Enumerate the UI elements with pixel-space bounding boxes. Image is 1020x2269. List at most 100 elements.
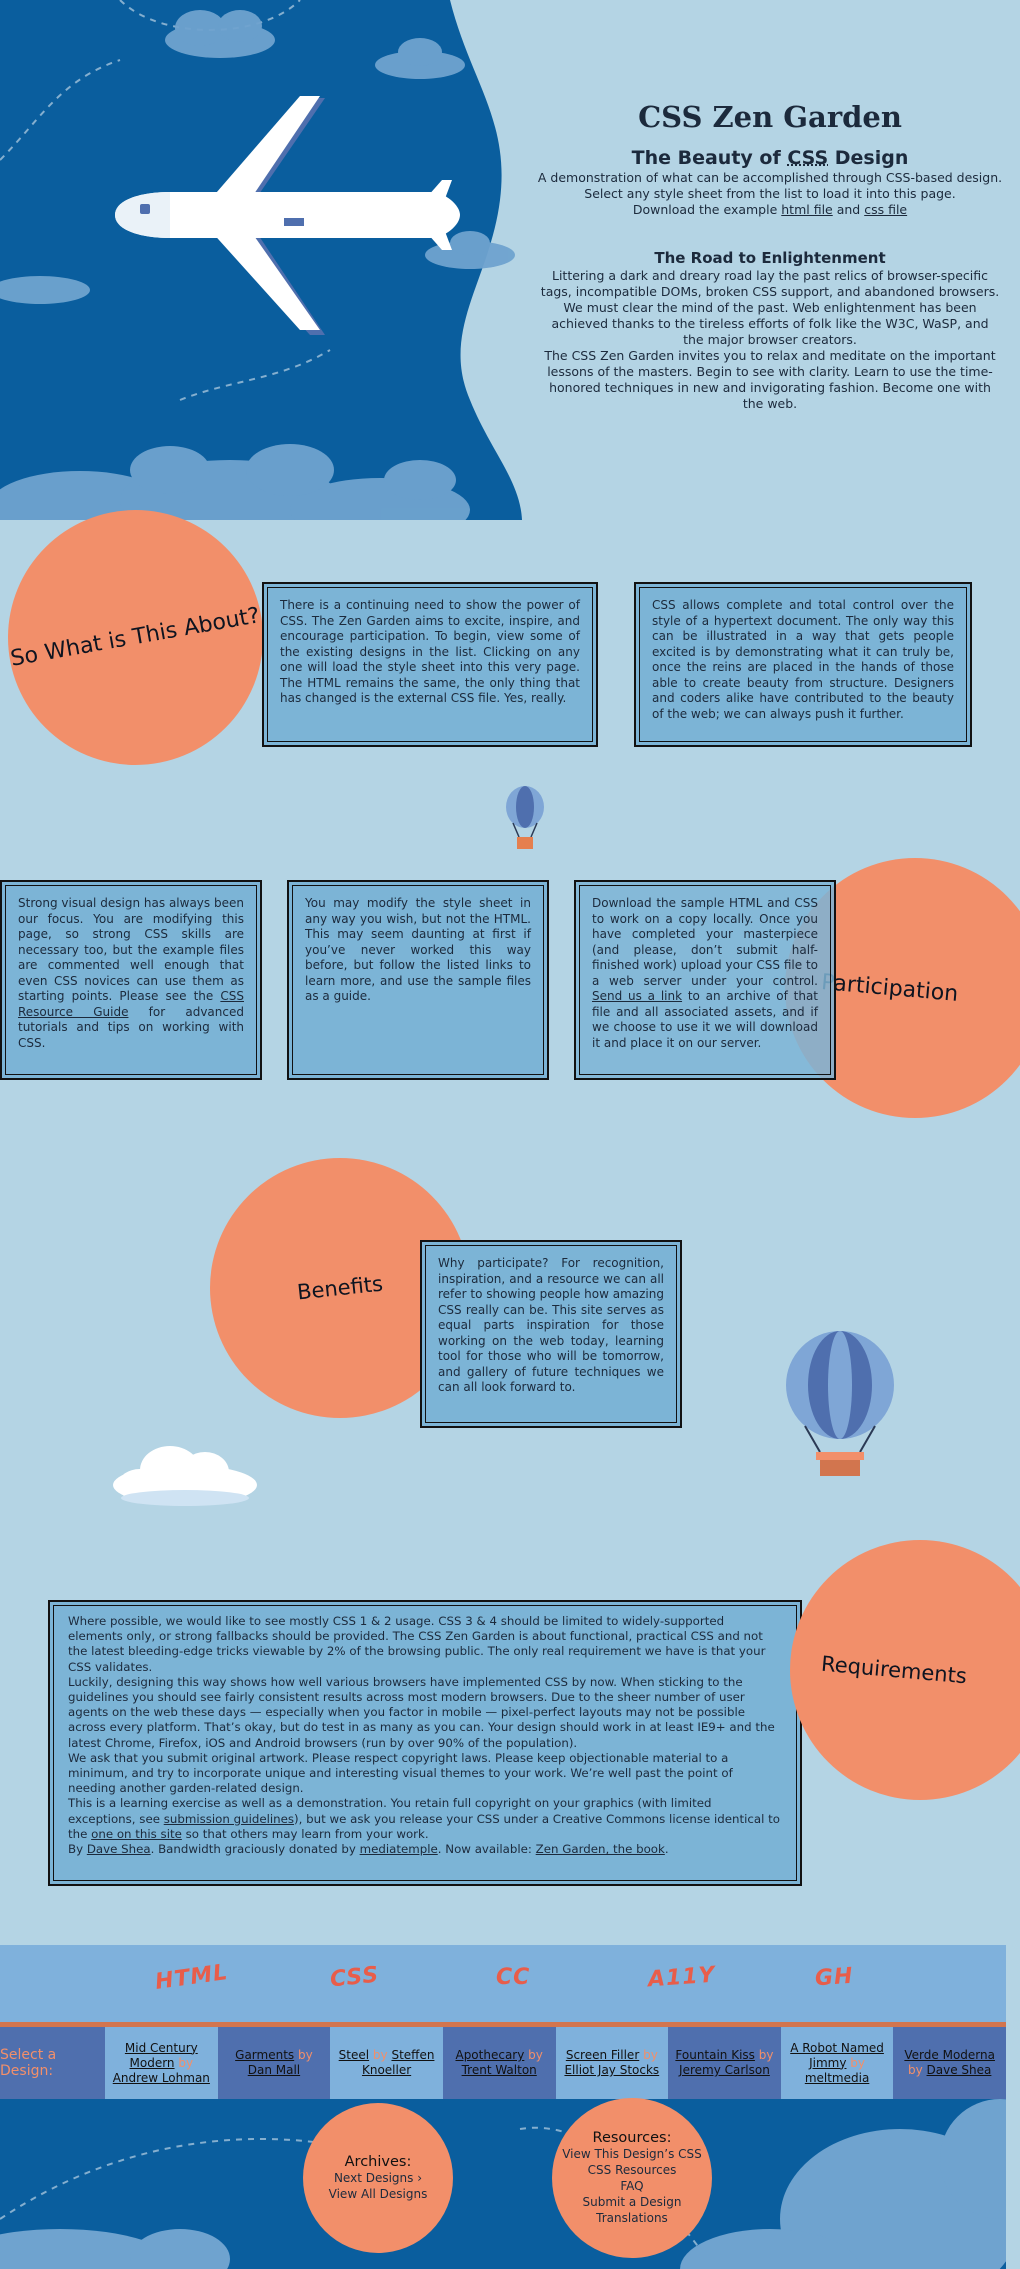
tagline-text: The Beauty of [631, 147, 788, 169]
view-all-designs-link[interactable]: View All Designs [328, 2187, 428, 2201]
design-item[interactable]: Fountain Kiss by Jeremy Carlson [668, 2027, 781, 2099]
design-by: by [298, 2048, 313, 2062]
resources-title: Resources: [592, 2130, 672, 2146]
footer-scene [0, 2099, 1006, 2269]
design-author-link[interactable]: Steffen Knoeller [361, 2048, 435, 2077]
airplane-scene [0, 0, 522, 520]
view-css-link[interactable]: View This Design’s CSS [562, 2147, 702, 2161]
preamble-p1: Littering a dark and dreary road lay the… [540, 268, 1000, 299]
design-by: by [178, 2055, 194, 2070]
design-name-link[interactable]: Steel [338, 2048, 370, 2062]
design-by: by [907, 2063, 923, 2077]
design-item[interactable]: Steel by Steffen Knoeller [330, 2027, 443, 2099]
requirements-box: Where possible, we would like to see mos… [48, 1600, 802, 1886]
participation-title: Participation [820, 969, 960, 1007]
design-item[interactable]: Screen Filler by Elliot Jay Stocks [555, 2027, 669, 2099]
participation-p1-text: Strong visual design has always been our… [18, 896, 244, 1003]
submit-design-link[interactable]: Submit a Design [582, 2195, 682, 2209]
benefits-p1: Why participate? For recognition, inspir… [438, 1256, 664, 1394]
hero-illustration [0, 0, 522, 520]
design-item[interactable]: Garments by Dan Mall [217, 2027, 331, 2099]
design-name-link[interactable]: Garments [235, 2048, 295, 2062]
license-link[interactable]: one on this site [91, 1826, 182, 1841]
explanation-box-1: There is a continuing need to show the p… [262, 582, 598, 747]
cc-license-link[interactable]: CC [496, 1965, 531, 1990]
submission-guidelines-link[interactable]: submission guidelines [163, 1811, 295, 1826]
github-link[interactable]: GH [814, 1963, 855, 1992]
requirements-available: . Now available: [437, 1842, 536, 1857]
design-author-link[interactable]: Andrew Lohman [112, 2070, 210, 2085]
requirements-p4: This is a learning exercise as well as a… [68, 1796, 782, 1842]
next-designs-link[interactable]: Next Designs › [333, 2171, 423, 2185]
design-item[interactable]: Mid Century Modern by Andrew Lohman [105, 2027, 218, 2099]
requirements-p4-end: so that others may learn from your work. [181, 1826, 429, 1841]
design-item[interactable]: Verde Moderna by Dave Shea [893, 2027, 1006, 2099]
explanation-box-2: CSS allows complete and total control ov… [634, 582, 972, 747]
design-item[interactable]: Apothecary by Trent Walton [442, 2027, 556, 2099]
send-us-link[interactable]: Send us a link [592, 989, 683, 1003]
participation-p1: Strong visual design has always been our… [18, 896, 244, 1051]
participation-p3: Download the sample HTML and CSS to work… [592, 896, 818, 1051]
design-name-link[interactable]: Verde Moderna [904, 2048, 995, 2062]
validators-bar [0, 1945, 1006, 2022]
participation-p1-end: for advanced tutorials and tips on worki… [18, 1004, 244, 1050]
design-name-link[interactable]: Mid Century Modern [124, 2040, 198, 2070]
design-name-link[interactable]: Apothecary [455, 2048, 525, 2062]
design-by: by [758, 2048, 774, 2062]
css-resource-guide-link[interactable]: CSS Resource Guide [18, 989, 244, 1019]
css-abbr: CSS [787, 147, 829, 169]
divider [0, 2022, 1006, 2027]
summary-download-text: Download the example [632, 202, 782, 217]
explanation-p1: There is a continuing need to show the p… [280, 598, 580, 705]
css-resources-link[interactable]: CSS Resources [587, 2163, 677, 2177]
summary-line-3: Download the example html file and css f… [520, 202, 1020, 218]
small-balloon-icon [506, 786, 544, 849]
participation-box-1: Strong visual design has always been our… [0, 880, 262, 1080]
faq-link[interactable]: FAQ [620, 2179, 644, 2193]
requirements-title: Requirements [820, 1651, 968, 1689]
preamble-title: The Road to Enlightenment [654, 249, 886, 267]
participation-p3-end: to an archive of that file and all assoc… [592, 989, 818, 1050]
design-by: by [643, 2048, 658, 2062]
css-file-link[interactable]: css file [864, 202, 908, 217]
design-author-link[interactable]: Dave Shea [926, 2063, 992, 2077]
design-author-link[interactable]: Elliot Jay Stocks [564, 2063, 660, 2077]
archives-circle: Archives: Next Designs › View All Design… [303, 2103, 453, 2253]
requirements-p4-mid: ), but we ask you release your CSS under… [68, 1811, 780, 1841]
benefits-box: Why participate? For recognition, inspir… [420, 1240, 682, 1428]
cloud-icon [113, 1446, 257, 1506]
design-by: by [372, 2048, 388, 2062]
mediatemple-link[interactable]: mediatemple [359, 1842, 438, 1857]
design-name-link[interactable]: Screen Filler [565, 2048, 640, 2062]
participation-box-2: You may modify the style sheet in any wa… [287, 880, 549, 1080]
explanation-p2: CSS allows complete and total control ov… [652, 598, 954, 721]
participation-p2: You may modify the style sheet in any wa… [305, 896, 531, 1003]
css-validator-link[interactable]: CSS [328, 1962, 381, 1993]
design-name-link[interactable]: Fountain Kiss [675, 2048, 755, 2062]
design-author-link[interactable]: Jeremy Carlson [679, 2063, 770, 2077]
requirements-p1: Where possible, we would like to see mos… [68, 1614, 766, 1674]
requirements-p3: We ask that you submit original artwork.… [68, 1750, 733, 1796]
translations-link[interactable]: Translations [596, 2211, 668, 2225]
requirements-bandwidth: . Bandwidth graciously donated by [150, 1842, 360, 1857]
summary-line-2: Select any style sheet from the list to … [584, 186, 956, 201]
preamble-body: Littering a dark and dreary road lay the… [520, 268, 1020, 412]
a11y-link[interactable]: A11Y [647, 1962, 717, 1993]
large-balloon-icon [786, 1331, 894, 1476]
html-file-link[interactable]: html file [781, 202, 833, 217]
design-name-link[interactable]: A Robot Named Jimmy [790, 2040, 884, 2070]
design-author-link[interactable]: meltmedia [804, 2070, 870, 2085]
design-author-link[interactable]: Dan Mall [247, 2063, 301, 2077]
archives-title: Archives: [344, 2154, 412, 2170]
participation-box-3: Download the sample HTML and CSS to work… [574, 880, 836, 1080]
requirements-period: . [664, 1842, 669, 1857]
resources-circle: Resources: View This Design’s CSS CSS Re… [552, 2098, 712, 2258]
zen-garden-book-link[interactable]: Zen Garden, the book [535, 1842, 665, 1857]
design-item[interactable]: A Robot Named Jimmy by meltmedia [780, 2027, 894, 2099]
design-by: by [528, 2048, 543, 2062]
tagline: The Beauty of CSS Design [520, 146, 1020, 170]
benefits-title: Benefits [295, 1271, 385, 1305]
requirements-p2: Luckily, designing this way shows how we… [68, 1674, 775, 1750]
dave-shea-link[interactable]: Dave Shea [86, 1842, 151, 1857]
design-author-link[interactable]: Trent Walton [461, 2063, 537, 2077]
